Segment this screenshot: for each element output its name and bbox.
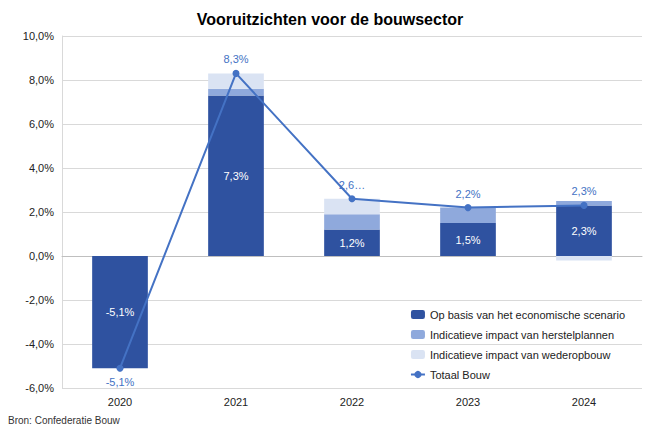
svg-text:2,6…: 2,6… — [339, 179, 365, 191]
svg-text:2,0%: 2,0% — [29, 206, 54, 218]
svg-text:Totaal Bouw: Totaal Bouw — [430, 369, 490, 381]
svg-text:8,3%: 8,3% — [223, 53, 248, 65]
svg-text:2,3%: 2,3% — [571, 225, 596, 237]
svg-text:7,3%: 7,3% — [223, 170, 248, 182]
svg-text:2024: 2024 — [572, 396, 596, 408]
svg-text:2023: 2023 — [456, 396, 480, 408]
svg-text:Indicatieve impact van wederop: Indicatieve impact van wederopbouw — [430, 349, 610, 361]
svg-text:-4,0%: -4,0% — [25, 338, 54, 350]
svg-text:8,0%: 8,0% — [29, 74, 54, 86]
svg-text:6,0%: 6,0% — [29, 118, 54, 130]
svg-text:2021: 2021 — [224, 396, 248, 408]
svg-text:2022: 2022 — [340, 396, 364, 408]
svg-text:4,0%: 4,0% — [29, 162, 54, 174]
svg-text:-6,0%: -6,0% — [25, 382, 54, 394]
svg-text:2,3%: 2,3% — [571, 185, 596, 197]
svg-text:2020: 2020 — [108, 396, 132, 408]
svg-text:0,0%: 0,0% — [29, 250, 54, 262]
svg-text:Vooruitzichten voor de bouwsec: Vooruitzichten voor de bouwsector — [197, 11, 463, 28]
svg-text:2,2%: 2,2% — [455, 188, 480, 200]
svg-text:Indicatieve impact van herstel: Indicatieve impact van herstelplannen — [430, 329, 614, 341]
svg-text:Op basis van het economische s: Op basis van het economische scenario — [430, 309, 625, 321]
svg-text:-5,1%: -5,1% — [106, 306, 135, 318]
svg-text:-5,1%: -5,1% — [106, 376, 135, 388]
svg-text:Bron: Confederatie Bouw: Bron: Confederatie Bouw — [8, 415, 121, 426]
svg-text:1,2%: 1,2% — [339, 237, 364, 249]
svg-text:-2,0%: -2,0% — [25, 294, 54, 306]
svg-text:10,0%: 10,0% — [23, 30, 54, 42]
svg-text:1,5%: 1,5% — [455, 234, 480, 246]
